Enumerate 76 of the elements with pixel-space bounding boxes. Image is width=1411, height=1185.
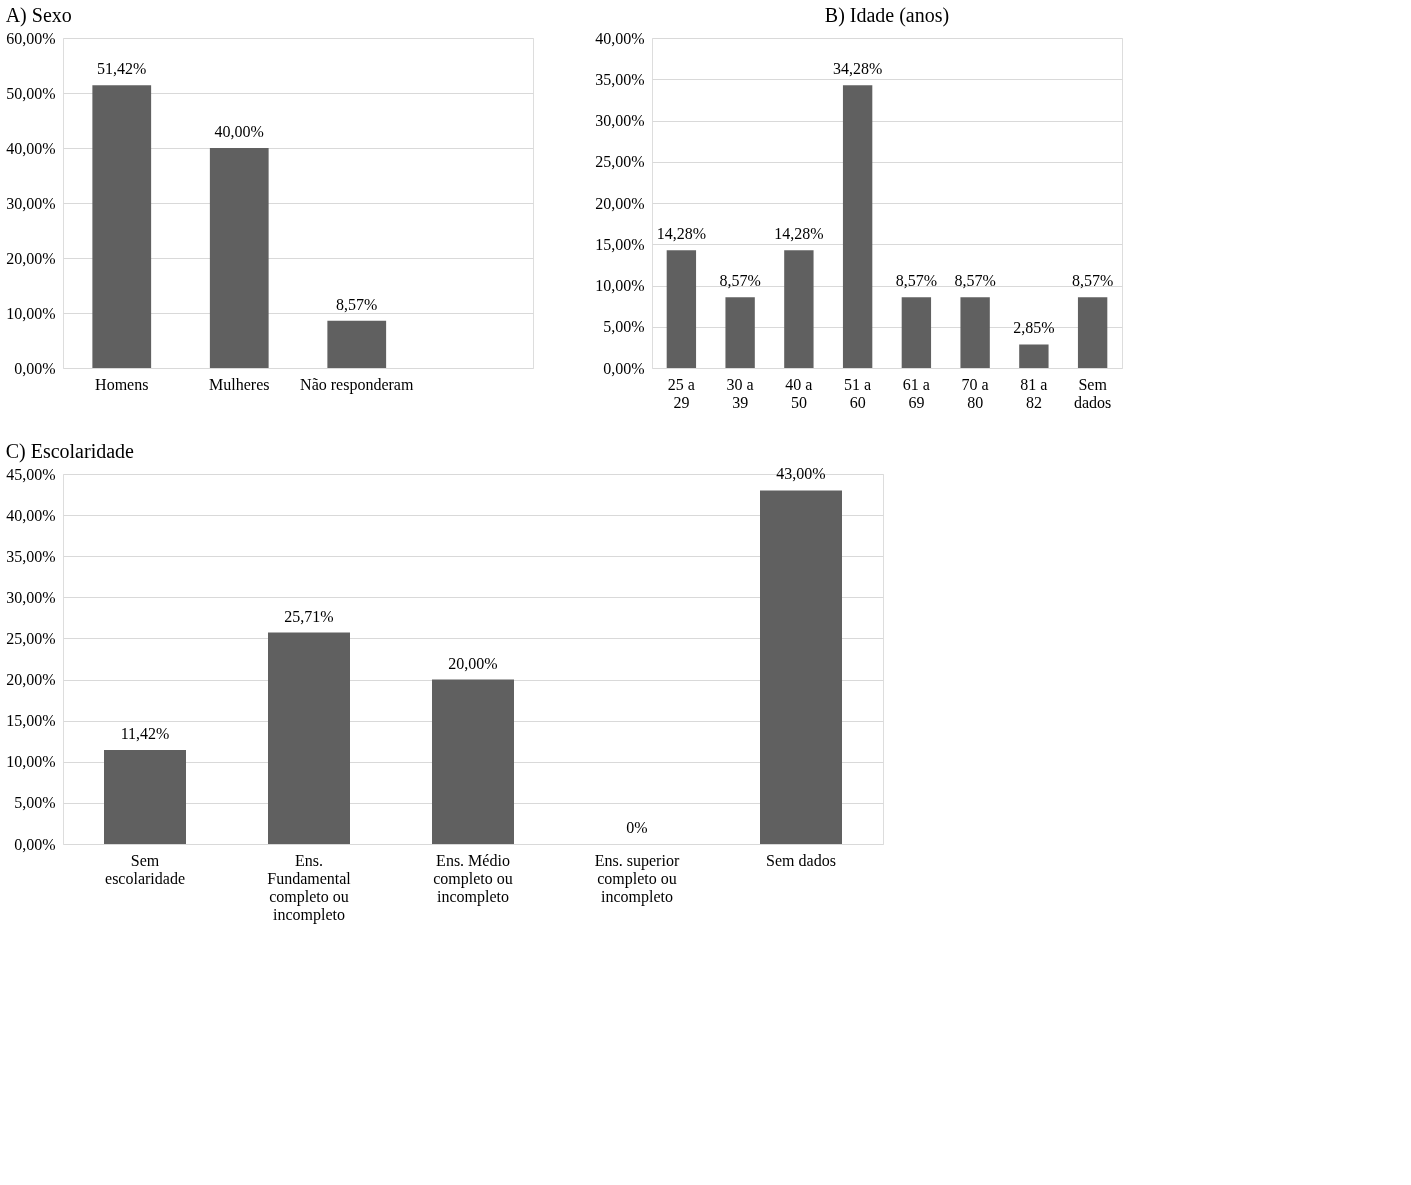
bar: [92, 85, 152, 368]
y-tick-label: 40,00%: [6, 506, 56, 524]
x-tick-label: 61 a 69: [902, 375, 930, 411]
y-tick-label: 20,00%: [595, 194, 645, 212]
y-tick-label: 40,00%: [6, 139, 56, 157]
bar: [268, 632, 350, 844]
bar: [1019, 344, 1049, 368]
data-label: 14,28%: [774, 225, 824, 243]
data-label: 43,00%: [776, 465, 826, 483]
x-tick-label: 51 a 60: [844, 375, 872, 411]
data-label: 2,85%: [1013, 319, 1055, 337]
x-tick-label: Homens: [95, 375, 149, 393]
x-tick-label: Mulheres: [209, 375, 270, 393]
data-label: 20,00%: [448, 654, 498, 672]
data-label: 51,42%: [97, 60, 147, 78]
data-label: 8,57%: [336, 295, 378, 313]
x-tick-label: Sem dados: [1073, 375, 1112, 411]
x-tick-label: 40 a 50: [785, 375, 813, 411]
chart-title: B) Idade (anos): [824, 4, 950, 27]
bar: [666, 250, 697, 368]
data-label: 8,57%: [895, 272, 938, 290]
x-tick-label: 81 a 82: [1020, 375, 1048, 411]
bar: [842, 85, 873, 368]
y-tick-label: 0,00%: [14, 835, 56, 853]
data-label: 0%: [626, 819, 648, 836]
bar: [901, 297, 932, 368]
y-tick-label: 15,00%: [6, 712, 56, 730]
x-tick-label: Ens. superior completo ou incompleto: [594, 851, 680, 906]
y-tick-label: 5,00%: [14, 794, 56, 812]
y-tick-label: 50,00%: [6, 84, 56, 102]
bar: [327, 320, 387, 368]
y-tick-label: 20,00%: [6, 249, 56, 267]
bar: [784, 250, 814, 368]
y-tick-label: 30,00%: [6, 588, 56, 606]
data-label: 34,28%: [832, 60, 883, 78]
y-tick-label: 0,00%: [603, 359, 645, 377]
y-tick-label: 5,00%: [603, 318, 645, 336]
bar: [432, 679, 514, 844]
y-tick-label: 10,00%: [595, 277, 645, 294]
x-tick-label: Ens. Médio completo ou incompleto: [433, 851, 513, 906]
data-label: 8,57%: [954, 272, 996, 290]
x-tick-label: Sem escolaridade: [105, 851, 185, 887]
bar: [104, 750, 186, 844]
y-tick-label: 25,00%: [6, 629, 56, 647]
y-tick-label: 60,00%: [6, 29, 56, 47]
bar: [1077, 297, 1108, 368]
y-tick-label: 10,00%: [6, 304, 56, 322]
x-tick-label: Ens. Fundamental completo ou incompleto: [267, 851, 352, 924]
y-tick-label: 10,00%: [6, 753, 56, 771]
data-label: 8,57%: [1071, 272, 1114, 290]
x-tick-label: 25 a 29: [667, 375, 695, 411]
x-tick-label: 70 a 80: [961, 375, 989, 411]
data-label: 40,00%: [214, 123, 264, 140]
x-tick-label: Não responderam: [300, 375, 414, 394]
y-tick-label: 25,00%: [595, 153, 645, 171]
y-tick-label: 30,00%: [595, 112, 645, 129]
data-label: 11,42%: [120, 725, 170, 743]
y-tick-label: 30,00%: [6, 194, 56, 212]
x-tick-label: Sem dados: [766, 851, 836, 869]
data-label: 8,57%: [719, 272, 761, 290]
y-tick-label: 20,00%: [6, 671, 56, 689]
data-label: 25,71%: [284, 607, 334, 625]
x-tick-label: 30 a 39: [726, 375, 754, 411]
data-label: 14,28%: [656, 225, 707, 243]
y-tick-label: 15,00%: [595, 235, 645, 253]
bar: [725, 297, 755, 368]
bar: [960, 297, 990, 368]
y-tick-label: 45,00%: [6, 465, 56, 483]
bar: [209, 148, 269, 368]
bar: [760, 490, 842, 844]
y-tick-label: 35,00%: [6, 547, 56, 565]
y-tick-label: 35,00%: [595, 70, 645, 88]
y-tick-label: 0,00%: [14, 359, 56, 377]
chart-title: C) Escolaridade: [5, 440, 135, 463]
y-tick-label: 40,00%: [595, 29, 645, 47]
chart-title: A) Sexo: [5, 4, 72, 27]
